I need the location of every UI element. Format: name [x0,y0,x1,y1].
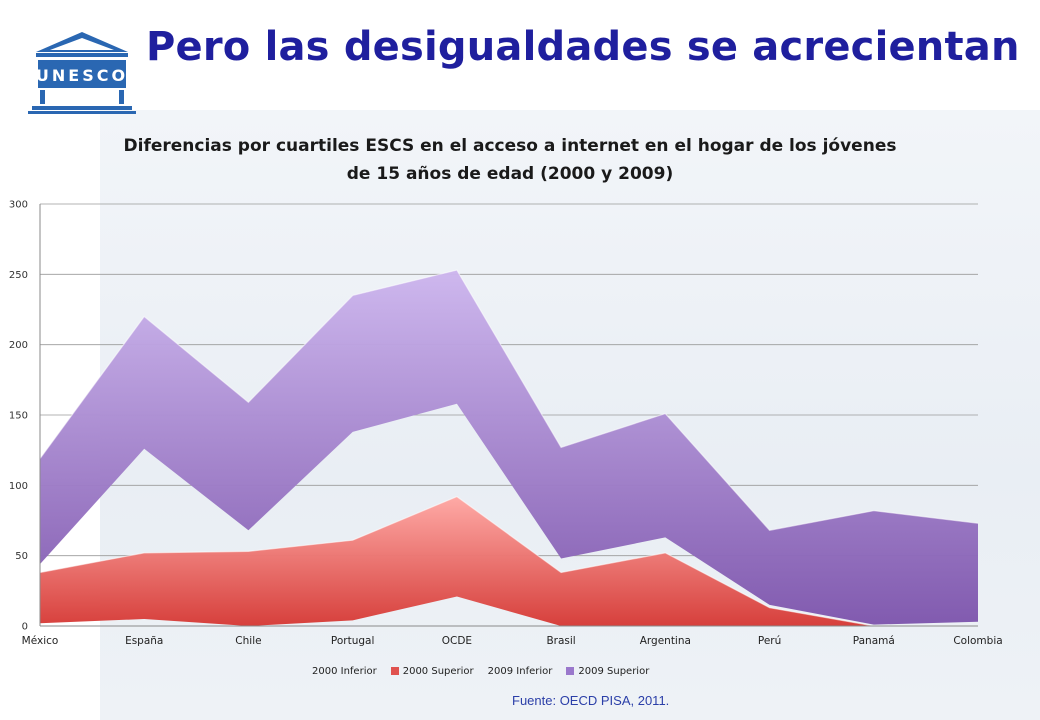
legend-item-2009-superior: 2009 Superior [566,666,649,677]
y-tick-label-50: 50 [15,551,28,562]
area-edge-2009-superior [39,269,979,531]
chart-title: Diferencias por cuartiles ESCS en el acc… [60,132,960,188]
area-2009-superior [40,270,978,625]
legend-label: 2009 Inferior [487,665,553,677]
legend-swatch [390,667,399,675]
svg-text:UNESCO: UNESCO [36,66,128,85]
x-tick-label-4: OCDE [442,635,472,647]
x-tick-label-0: México [22,635,59,647]
x-tick-label-5: Brasil [546,635,575,647]
y-tick-label-150: 150 [9,411,28,422]
x-tick-label-1: España [125,635,163,647]
source-note: Fuente: OECD PISA, 2011. [512,693,670,708]
x-tick-label-2: Chile [235,635,261,647]
y-tick-label-0: 0 [22,622,28,633]
chart-title-line-2: de 15 años de edad (2000 y 2009) [346,164,674,184]
unesco-logo: UNESCO [28,30,136,114]
x-tick-label-7: Perú [758,635,781,647]
y-tick-label-250: 250 [9,270,28,281]
series-areas [39,269,979,627]
legend-label: 2009 Superior [578,665,650,677]
x-tick-label-8: Panamá [853,635,895,647]
stacked-area-chart: 0 50 100 150 200 250 300 México España Chile Portu… [9,200,1003,648]
axes: 0 50 100 150 200 250 300 México España Chile Portu… [9,200,1003,648]
slide-title: Pero las desigualdades se acrecientan [146,24,1020,70]
y-tick-label-100: 100 [9,481,28,492]
x-tick-label-6: Argentina [640,635,691,647]
legend-label: 2000 Superior [402,665,474,677]
area-2000-superior [40,496,978,626]
area-edge-2000-superior [39,495,978,627]
y-tick-label-200: 200 [9,340,28,351]
x-tick-label-3: Portugal [331,635,375,647]
legend: 2000 Inferior 2000 Superior 2009 Inferior 2… [312,662,663,680]
y-tick-label-300: 300 [9,200,28,211]
legend-item-2000-superior: 2000 Superior [390,665,474,677]
x-tick-label-9: Colombia [953,635,1002,647]
chart-title-line-1: Diferencias por cuartiles ESCS en el acc… [123,136,897,156]
legend-swatch [566,667,575,675]
legend-item-2000-inferior: 2000 Inferior [312,666,377,677]
legend-item-2009-inferior: 2009 Inferior [488,666,553,677]
legend-label: 2000 Inferior [312,665,377,677]
